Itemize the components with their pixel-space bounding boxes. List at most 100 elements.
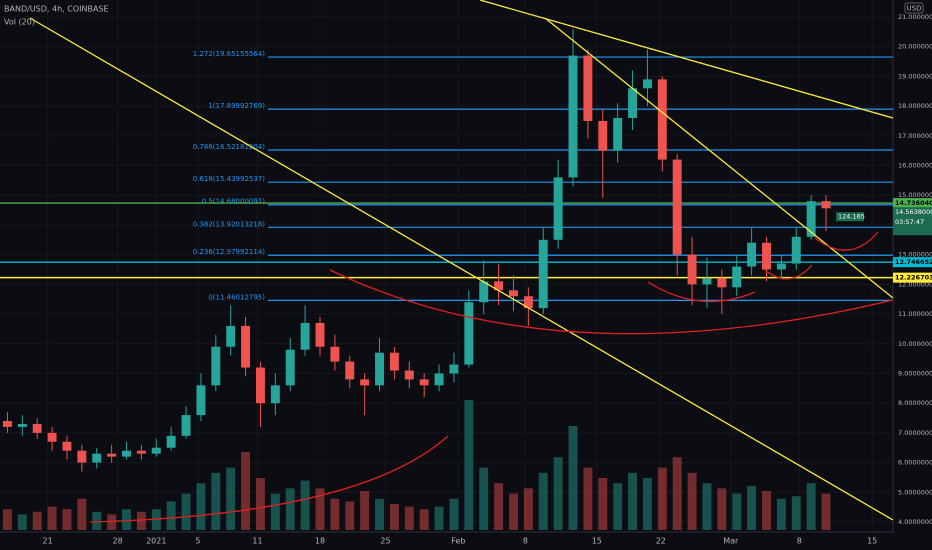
candle-body: [32, 423, 42, 433]
trend-line: [479, 0, 894, 119]
volume-bar: [642, 478, 652, 530]
volume-bar: [613, 483, 623, 530]
curve: [764, 264, 813, 280]
volume-bar: [598, 478, 608, 530]
candle-body: [375, 352, 384, 386]
candle-body: [196, 385, 206, 416]
fib-label: 1(17.89992769): [208, 102, 265, 110]
candle-body: [300, 322, 310, 350]
volume-bar: [77, 498, 87, 530]
y-tick-label: 5.00000000: [898, 488, 932, 496]
price-tag-label: 14.73604097: [895, 199, 932, 207]
curve: [329, 269, 894, 335]
volume-bar: [181, 493, 191, 530]
levels: 1.272(19.65155564) 1(17.89992769) 0.786(16…: [0, 50, 893, 301]
candle-body: [821, 201, 831, 209]
candle-body: [241, 325, 251, 368]
volume-bar: [732, 493, 742, 530]
y-tick-label: 6.00000000: [898, 459, 932, 467]
price-tag: [893, 272, 932, 283]
candle-body: [285, 349, 295, 386]
volume-bar: [270, 493, 280, 530]
x-tick-label: 8: [797, 537, 802, 546]
volume-bar: [687, 472, 697, 530]
volume-bar: [657, 467, 667, 530]
volume-bar: [464, 400, 474, 530]
candles: [2, 28, 831, 472]
candle-body: [255, 367, 265, 404]
volume-bar: [806, 483, 816, 530]
volume-bar: [211, 472, 221, 530]
candle-body: [553, 177, 563, 240]
y-tick-label: 16.00000000: [898, 162, 932, 170]
volume-bar: [717, 488, 727, 530]
volume-bar: [315, 488, 325, 530]
candle-body: [732, 266, 742, 288]
fib-label: 0.5(14.68000097): [202, 198, 266, 206]
candle-body: [523, 296, 533, 309]
x-tick-label: 11: [252, 537, 262, 546]
volume-bar: [509, 493, 518, 530]
y-tick-label: 18.00000000: [898, 102, 932, 110]
price-tag-label: 12.74665208: [895, 258, 932, 266]
x-tick-label: 21: [43, 537, 53, 546]
y-tick-label: 11.00000000: [898, 310, 932, 318]
y-tick-label: 17.00000000: [898, 132, 932, 140]
candle-body: [270, 385, 280, 404]
candle-body: [330, 346, 340, 362]
x-tick-label: Feb: [451, 537, 465, 546]
currency: USD: [907, 5, 922, 13]
candle-body: [657, 79, 667, 160]
candle-body: [360, 379, 370, 386]
x-tick-label: 28: [112, 537, 122, 546]
candle-body: [17, 423, 27, 427]
y-tick-label: 13.00000000: [898, 251, 932, 259]
candle-body: [494, 281, 504, 291]
volume-bar: [47, 506, 57, 530]
volume-bar: [255, 478, 265, 530]
candle-body: [434, 373, 444, 386]
curve: [89, 435, 449, 523]
x-tick-label: 2021: [146, 537, 166, 546]
price-tag-label: 12.22670398: [895, 274, 932, 282]
x-tick-label: 18: [315, 537, 325, 546]
candle-body: [166, 435, 176, 448]
volume-bar: [553, 457, 563, 530]
fib-label: 0(11.46012795): [208, 293, 265, 301]
curve: [647, 281, 756, 302]
candle-body: [806, 201, 816, 237]
y-tick-label: 8.00000000: [898, 399, 932, 407]
y-tick-label: 10.00000000: [898, 340, 932, 348]
y-tick-label: 15.00000000: [898, 191, 932, 199]
volume-bar: [345, 501, 355, 530]
candle-body: [598, 120, 608, 151]
price-tag: [893, 257, 932, 268]
volume-tag: [836, 212, 864, 222]
candle-body: [122, 450, 131, 457]
x-tick-label: 25: [380, 537, 390, 546]
volume-bar: [32, 511, 42, 530]
candle-body: [404, 370, 414, 380]
volume-bar: [404, 506, 414, 530]
volume-bar: [300, 480, 310, 530]
volume-bar: [285, 488, 295, 530]
candle-body: [419, 379, 429, 386]
volume-title: Vol (20): [4, 18, 35, 27]
price-tag: [893, 198, 932, 209]
volume-bar: [628, 472, 638, 530]
y-tick-label: 9.00000000: [898, 369, 932, 377]
volume-bar: [449, 498, 459, 530]
candle-body: [747, 242, 757, 267]
candle-body: [77, 450, 87, 463]
candle-body: [672, 159, 682, 255]
x-tick-label: 8: [523, 537, 528, 546]
candle-body: [791, 236, 801, 264]
candle-body: [92, 453, 102, 463]
currency-box: [904, 2, 924, 14]
last-price: 14.56380000: [895, 208, 932, 216]
volume-bar: [122, 509, 131, 530]
countdown: 03:57:47: [895, 218, 924, 226]
candle-body: [47, 432, 57, 442]
candle-body: [2, 421, 12, 427]
